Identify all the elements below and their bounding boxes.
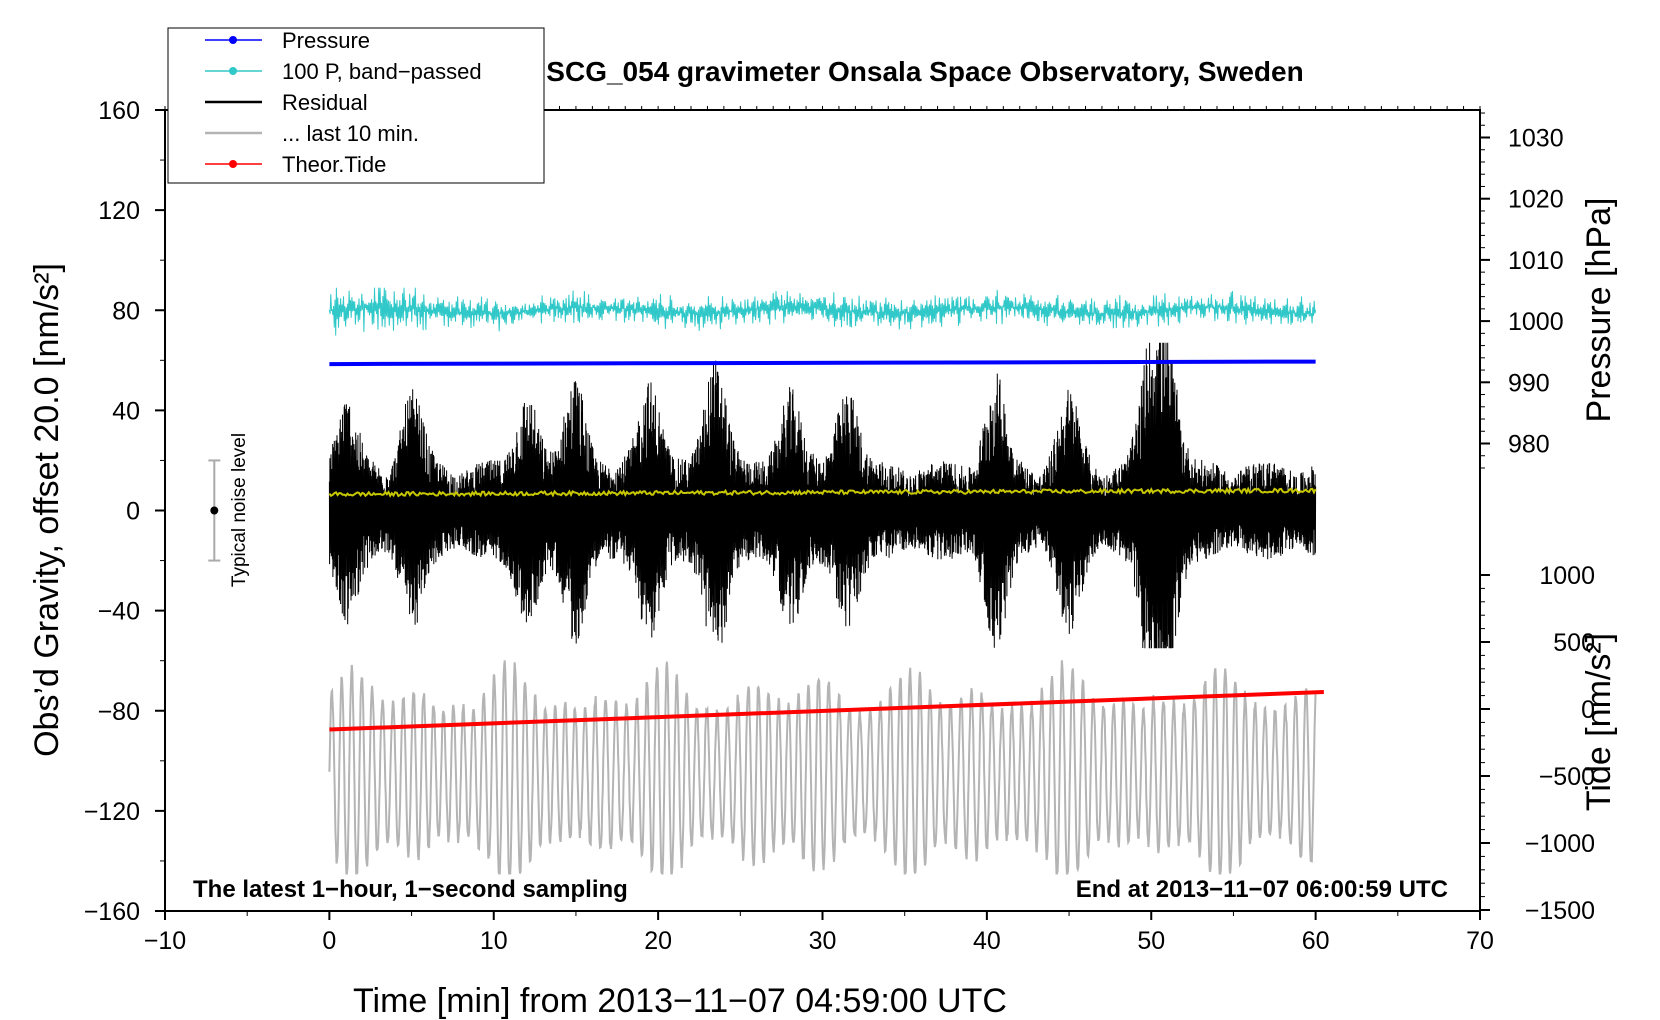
x-tick-label: 70 [1466,927,1494,955]
tide-axis-title: Tide [nm/s²] [1580,633,1618,811]
noise-level-label: Typical noise level [229,433,250,587]
series-pressure-line [329,359,1316,367]
legend-marker [229,36,237,44]
tide-tick-label: 1000 [1539,562,1595,590]
legend-label: Residual [282,90,368,115]
legend: Pressure 100 P, band−passed Residual ... la… [167,27,545,184]
y-tick-label: −160 [84,898,140,926]
ticks-layer: −10 0 10 20 30 40 50 60 70−160−120−80−4004080120… [84,97,1595,955]
end-time-note: End at 2013−11−07 06:00:59 UTC [1076,876,1448,903]
pressure-tick-label: 1020 [1508,186,1564,214]
pressure-tick-label: 990 [1508,369,1550,397]
pressure-axis-title: Pressure [hPa] [1580,198,1618,423]
noise-level-bar [208,459,221,562]
x-tick-label: 20 [644,927,672,955]
y-tick-label: 80 [112,297,140,325]
y-tick-label: 40 [112,397,140,425]
chart-title: SCG_054 gravimeter Onsala Space Observat… [546,56,1303,87]
y-tick-label: −80 [98,698,140,726]
tide-tick-label: −500 [1539,763,1595,791]
tide-tick-label: 500 [1553,629,1595,657]
noise-level-center-dot [210,506,219,515]
pressure-tick-label: 1000 [1508,308,1564,336]
x-tick-label: 50 [1137,927,1165,955]
series-residual-smoothed-line [328,486,1317,498]
y-tick-label: −120 [84,798,140,826]
legend-marker [229,67,237,75]
y-tick-label: 0 [126,498,140,526]
series-layer [208,287,1324,875]
x-tick-label: 30 [809,927,837,955]
legend-label: ... last 10 min. [282,121,419,146]
y-tick-label: −40 [98,598,140,626]
y-tick-label: 120 [98,197,140,225]
x-tick-label: −10 [144,927,186,955]
legend-marker [229,160,237,168]
tide-tick-label: −1000 [1525,830,1595,858]
legend-label: 100 P, band−passed [282,59,482,84]
tide-tick-label: −1500 [1525,897,1595,925]
legend-label: Theor.Tide [282,152,386,177]
y-axis-title: Obs’d Gravity, offset 20.0 [nm/s²] [28,263,66,757]
legend-box [167,27,545,184]
series-tide-line [329,689,1324,732]
series-residual-line [328,342,1317,649]
x-tick-label: 10 [480,927,508,955]
sampling-note: The latest 1−hour, 1−second sampling [193,876,628,903]
x-tick-label: 60 [1302,927,1330,955]
x-tick-label: 40 [973,927,1001,955]
pressure-tick-label: 1010 [1508,247,1564,275]
tide-tick-label: 0 [1581,696,1595,724]
x-axis-title: Time [min] from 2013−11−07 04:59:00 UTC [353,982,1007,1020]
pressure-tick-label: 1030 [1508,125,1564,153]
y-tick-label: 160 [98,97,140,125]
x-tick-label: 0 [322,927,336,955]
series-bandpassed-pressure-line [328,287,1317,336]
pressure-tick-label: 980 [1508,431,1550,459]
legend-label: Pressure [282,28,370,53]
series-last-10-min-line [328,660,1317,875]
